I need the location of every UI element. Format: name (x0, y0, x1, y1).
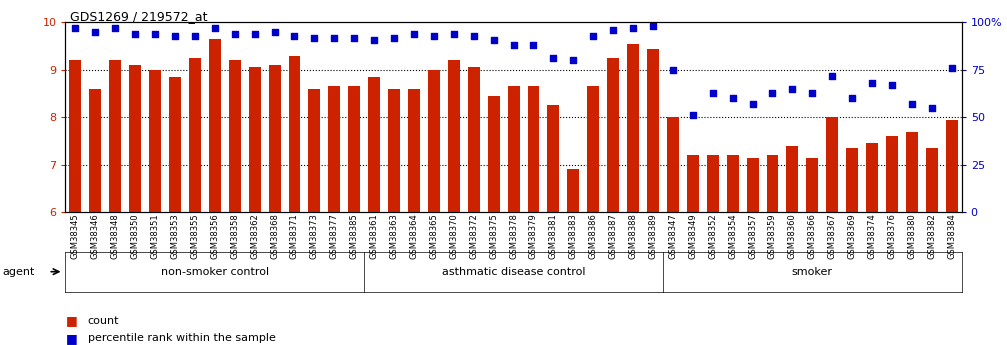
Bar (866, 144, 878, 212)
Bar (528, 87, 540, 212)
Bar (408, 89, 420, 212)
Point (585, 33, 601, 38)
Point (526, 42, 542, 48)
Bar (428, 70, 440, 212)
Bar (90, 89, 102, 212)
Point (744, 101, 760, 107)
Bar (487, 96, 499, 212)
Bar (269, 65, 281, 212)
Point (127, 31, 143, 37)
Bar (208, 39, 221, 212)
Point (306, 35, 322, 40)
Point (367, 37, 383, 42)
Point (346, 35, 363, 40)
Point (625, 26, 641, 31)
Bar (587, 87, 599, 212)
Point (227, 31, 243, 37)
Bar (925, 148, 938, 212)
Bar (388, 89, 400, 212)
Point (665, 67, 681, 72)
Bar (169, 77, 181, 212)
Point (844, 96, 860, 101)
Point (565, 58, 581, 63)
Point (824, 73, 840, 78)
Bar (766, 155, 778, 212)
Bar (807, 158, 819, 212)
Text: count: count (88, 316, 119, 326)
Point (88, 29, 104, 34)
Bar (289, 56, 300, 212)
Point (784, 86, 801, 91)
Text: non-smoker control: non-smoker control (161, 267, 269, 277)
Bar (129, 65, 141, 212)
Bar (69, 60, 82, 212)
Point (644, 23, 661, 29)
Point (206, 26, 223, 31)
Point (944, 65, 960, 71)
Bar (786, 146, 799, 212)
Bar (886, 136, 898, 212)
Text: GDS1269 / 219572_at: GDS1269 / 219572_at (70, 10, 208, 23)
Point (506, 42, 522, 48)
Text: agent: agent (2, 267, 34, 277)
Bar (508, 87, 520, 212)
Bar (567, 169, 579, 212)
Bar (846, 148, 858, 212)
Point (107, 26, 123, 31)
Point (884, 82, 900, 88)
Bar (827, 117, 838, 212)
Bar (110, 60, 121, 212)
Point (326, 35, 342, 40)
Bar (149, 70, 161, 212)
Bar (746, 158, 758, 212)
Bar (906, 131, 917, 212)
Bar (249, 68, 261, 212)
Point (167, 33, 183, 38)
Point (864, 80, 880, 86)
Point (267, 29, 283, 34)
Point (605, 27, 621, 33)
Point (187, 33, 203, 38)
Point (147, 31, 163, 37)
Bar (308, 89, 320, 212)
Point (386, 35, 402, 40)
Point (286, 33, 302, 38)
Bar (667, 117, 679, 212)
Point (67, 26, 84, 31)
Point (685, 112, 701, 118)
Bar (229, 60, 241, 212)
Point (805, 90, 821, 96)
Point (705, 90, 721, 96)
Bar (468, 68, 479, 212)
Bar (627, 44, 639, 212)
Bar (687, 155, 699, 212)
Text: percentile rank within the sample: percentile rank within the sample (88, 333, 276, 343)
Bar (648, 49, 659, 212)
Text: ■: ■ (65, 314, 78, 327)
Point (247, 31, 263, 37)
Point (426, 33, 442, 38)
Bar (607, 58, 619, 212)
Point (406, 31, 422, 37)
Point (904, 101, 920, 107)
Point (923, 105, 940, 111)
Bar (348, 87, 361, 212)
Bar (946, 120, 958, 212)
Bar (328, 87, 340, 212)
Point (725, 96, 741, 101)
Text: ■: ■ (65, 332, 78, 345)
Point (546, 56, 562, 61)
Bar (369, 77, 380, 212)
Point (764, 90, 780, 96)
Bar (189, 58, 200, 212)
Bar (707, 155, 719, 212)
Point (446, 31, 462, 37)
Text: asthmatic disease control: asthmatic disease control (442, 267, 585, 277)
Point (465, 33, 481, 38)
Point (485, 37, 501, 42)
Bar (548, 106, 559, 212)
Bar (448, 60, 460, 212)
Text: smoker: smoker (792, 267, 833, 277)
Bar (727, 155, 738, 212)
